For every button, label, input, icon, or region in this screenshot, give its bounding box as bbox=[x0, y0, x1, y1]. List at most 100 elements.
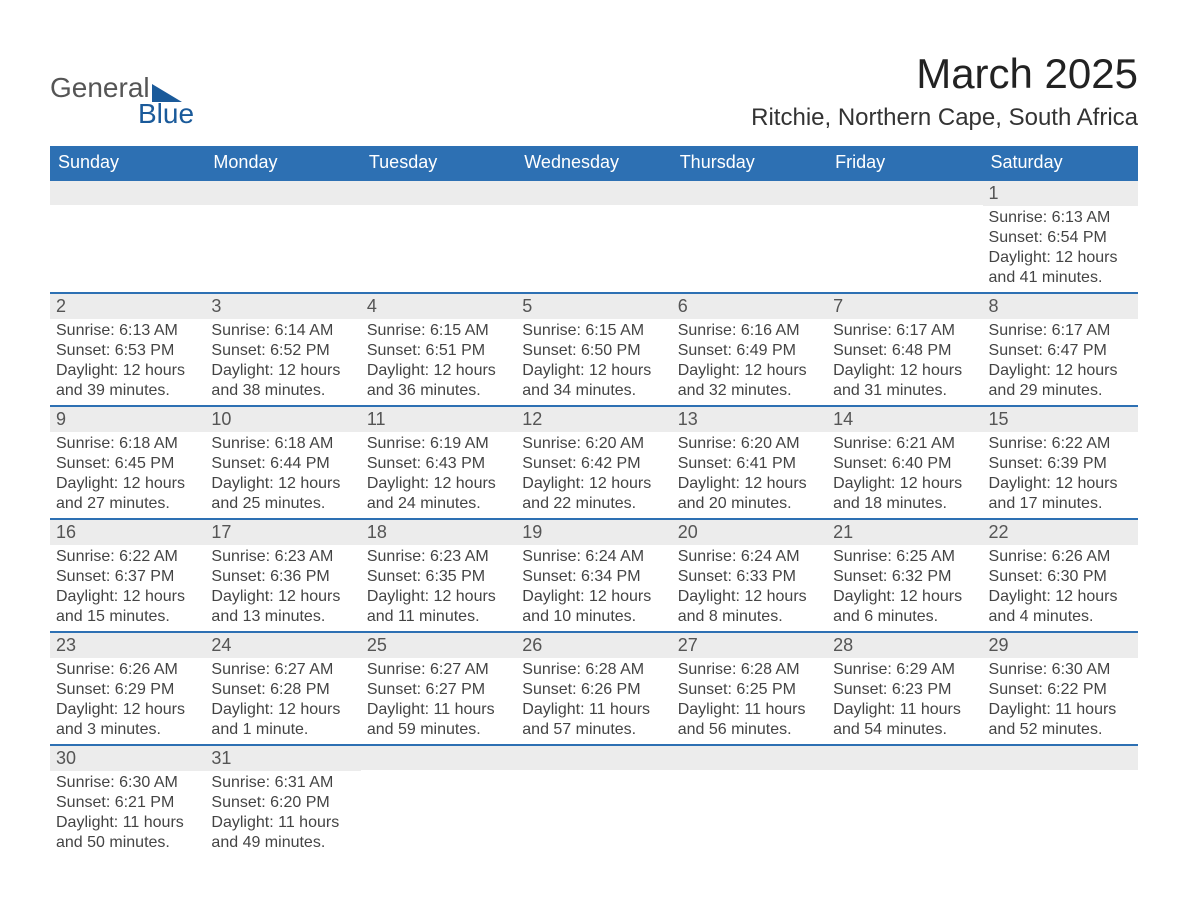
calendar-head: SundayMondayTuesdayWednesdayThursdayFrid… bbox=[50, 146, 1138, 180]
day-details: Sunrise: 6:18 AMSunset: 6:45 PMDaylight:… bbox=[50, 432, 205, 518]
calendar-cell: 2Sunrise: 6:13 AMSunset: 6:53 PMDaylight… bbox=[50, 293, 205, 406]
day-number bbox=[827, 746, 982, 770]
day-details: Sunrise: 6:17 AMSunset: 6:48 PMDaylight:… bbox=[827, 319, 982, 405]
day-of-week-header: Sunday bbox=[50, 146, 205, 180]
day-number: 9 bbox=[50, 407, 205, 432]
sunrise-text: Sunrise: 6:15 AM bbox=[367, 321, 510, 341]
sunrise-text: Sunrise: 6:27 AM bbox=[211, 660, 354, 680]
sunrise-text: Sunrise: 6:13 AM bbox=[56, 321, 199, 341]
day-number: 25 bbox=[361, 633, 516, 658]
sunset-text: Sunset: 6:32 PM bbox=[833, 567, 976, 587]
sunset-text: Sunset: 6:23 PM bbox=[833, 680, 976, 700]
day-details: Sunrise: 6:15 AMSunset: 6:50 PMDaylight:… bbox=[516, 319, 671, 405]
calendar-week-row: 1Sunrise: 6:13 AMSunset: 6:54 PMDaylight… bbox=[50, 180, 1138, 293]
day-details bbox=[672, 770, 827, 790]
day-details bbox=[983, 770, 1138, 790]
daylight-text: Daylight: 12 hours and 17 minutes. bbox=[989, 474, 1132, 514]
header: General Blue March 2025 Ritchie, Norther… bbox=[50, 50, 1138, 132]
day-details: Sunrise: 6:29 AMSunset: 6:23 PMDaylight:… bbox=[827, 658, 982, 744]
daylight-text: Daylight: 11 hours and 59 minutes. bbox=[367, 700, 510, 740]
sunset-text: Sunset: 6:30 PM bbox=[989, 567, 1132, 587]
sunset-text: Sunset: 6:29 PM bbox=[56, 680, 199, 700]
calendar-cell: 17Sunrise: 6:23 AMSunset: 6:36 PMDayligh… bbox=[205, 519, 360, 632]
day-details: Sunrise: 6:14 AMSunset: 6:52 PMDaylight:… bbox=[205, 319, 360, 405]
sunrise-text: Sunrise: 6:17 AM bbox=[833, 321, 976, 341]
day-details: Sunrise: 6:26 AMSunset: 6:29 PMDaylight:… bbox=[50, 658, 205, 744]
day-number: 5 bbox=[516, 294, 671, 319]
calendar-cell: 23Sunrise: 6:26 AMSunset: 6:29 PMDayligh… bbox=[50, 632, 205, 745]
sunrise-text: Sunrise: 6:18 AM bbox=[56, 434, 199, 454]
daylight-text: Daylight: 12 hours and 6 minutes. bbox=[833, 587, 976, 627]
calendar-cell: 30Sunrise: 6:30 AMSunset: 6:21 PMDayligh… bbox=[50, 745, 205, 857]
day-number bbox=[361, 181, 516, 205]
calendar-cell bbox=[827, 745, 982, 857]
sunrise-text: Sunrise: 6:27 AM bbox=[367, 660, 510, 680]
calendar-cell: 18Sunrise: 6:23 AMSunset: 6:35 PMDayligh… bbox=[361, 519, 516, 632]
sunrise-text: Sunrise: 6:24 AM bbox=[522, 547, 665, 567]
day-details: Sunrise: 6:30 AMSunset: 6:21 PMDaylight:… bbox=[50, 771, 205, 857]
day-number: 10 bbox=[205, 407, 360, 432]
day-details: Sunrise: 6:31 AMSunset: 6:20 PMDaylight:… bbox=[205, 771, 360, 857]
day-details: Sunrise: 6:27 AMSunset: 6:28 PMDaylight:… bbox=[205, 658, 360, 744]
calendar-cell: 4Sunrise: 6:15 AMSunset: 6:51 PMDaylight… bbox=[361, 293, 516, 406]
day-number: 19 bbox=[516, 520, 671, 545]
daylight-text: Daylight: 11 hours and 50 minutes. bbox=[56, 813, 199, 853]
day-number bbox=[516, 746, 671, 770]
day-number: 13 bbox=[672, 407, 827, 432]
calendar-cell: 20Sunrise: 6:24 AMSunset: 6:33 PMDayligh… bbox=[672, 519, 827, 632]
sunset-text: Sunset: 6:45 PM bbox=[56, 454, 199, 474]
calendar-week-row: 30Sunrise: 6:30 AMSunset: 6:21 PMDayligh… bbox=[50, 745, 1138, 857]
day-details: Sunrise: 6:30 AMSunset: 6:22 PMDaylight:… bbox=[983, 658, 1138, 744]
day-details: Sunrise: 6:17 AMSunset: 6:47 PMDaylight:… bbox=[983, 319, 1138, 405]
day-details bbox=[672, 205, 827, 225]
day-details: Sunrise: 6:24 AMSunset: 6:34 PMDaylight:… bbox=[516, 545, 671, 631]
calendar-cell: 3Sunrise: 6:14 AMSunset: 6:52 PMDaylight… bbox=[205, 293, 360, 406]
calendar-cell: 8Sunrise: 6:17 AMSunset: 6:47 PMDaylight… bbox=[983, 293, 1138, 406]
day-details bbox=[827, 205, 982, 225]
sunset-text: Sunset: 6:48 PM bbox=[833, 341, 976, 361]
calendar-cell: 16Sunrise: 6:22 AMSunset: 6:37 PMDayligh… bbox=[50, 519, 205, 632]
daylight-text: Daylight: 12 hours and 24 minutes. bbox=[367, 474, 510, 514]
calendar-cell: 10Sunrise: 6:18 AMSunset: 6:44 PMDayligh… bbox=[205, 406, 360, 519]
daylight-text: Daylight: 12 hours and 22 minutes. bbox=[522, 474, 665, 514]
daylight-text: Daylight: 12 hours and 15 minutes. bbox=[56, 587, 199, 627]
daylight-text: Daylight: 11 hours and 56 minutes. bbox=[678, 700, 821, 740]
sunset-text: Sunset: 6:49 PM bbox=[678, 341, 821, 361]
day-number: 8 bbox=[983, 294, 1138, 319]
daylight-text: Daylight: 12 hours and 11 minutes. bbox=[367, 587, 510, 627]
sunrise-text: Sunrise: 6:26 AM bbox=[56, 660, 199, 680]
day-number: 11 bbox=[361, 407, 516, 432]
day-number bbox=[672, 746, 827, 770]
daylight-text: Daylight: 11 hours and 54 minutes. bbox=[833, 700, 976, 740]
calendar-cell: 5Sunrise: 6:15 AMSunset: 6:50 PMDaylight… bbox=[516, 293, 671, 406]
calendar-cell: 22Sunrise: 6:26 AMSunset: 6:30 PMDayligh… bbox=[983, 519, 1138, 632]
sunrise-text: Sunrise: 6:18 AM bbox=[211, 434, 354, 454]
sunset-text: Sunset: 6:28 PM bbox=[211, 680, 354, 700]
daylight-text: Daylight: 12 hours and 8 minutes. bbox=[678, 587, 821, 627]
calendar-week-row: 9Sunrise: 6:18 AMSunset: 6:45 PMDaylight… bbox=[50, 406, 1138, 519]
day-of-week-header: Thursday bbox=[672, 146, 827, 180]
day-details: Sunrise: 6:22 AMSunset: 6:39 PMDaylight:… bbox=[983, 432, 1138, 518]
day-details bbox=[827, 770, 982, 790]
day-number: 28 bbox=[827, 633, 982, 658]
day-details: Sunrise: 6:27 AMSunset: 6:27 PMDaylight:… bbox=[361, 658, 516, 744]
day-number bbox=[361, 746, 516, 770]
sunset-text: Sunset: 6:50 PM bbox=[522, 341, 665, 361]
day-details bbox=[516, 770, 671, 790]
day-number: 31 bbox=[205, 746, 360, 771]
title-block: March 2025 Ritchie, Northern Cape, South… bbox=[751, 50, 1138, 132]
day-details: Sunrise: 6:22 AMSunset: 6:37 PMDaylight:… bbox=[50, 545, 205, 631]
sunset-text: Sunset: 6:43 PM bbox=[367, 454, 510, 474]
daylight-text: Daylight: 12 hours and 3 minutes. bbox=[56, 700, 199, 740]
day-details: Sunrise: 6:23 AMSunset: 6:35 PMDaylight:… bbox=[361, 545, 516, 631]
sunrise-text: Sunrise: 6:17 AM bbox=[989, 321, 1132, 341]
sunset-text: Sunset: 6:34 PM bbox=[522, 567, 665, 587]
daylight-text: Daylight: 12 hours and 4 minutes. bbox=[989, 587, 1132, 627]
sunset-text: Sunset: 6:41 PM bbox=[678, 454, 821, 474]
daylight-text: Daylight: 12 hours and 31 minutes. bbox=[833, 361, 976, 401]
daylight-text: Daylight: 12 hours and 18 minutes. bbox=[833, 474, 976, 514]
sunrise-text: Sunrise: 6:24 AM bbox=[678, 547, 821, 567]
day-number bbox=[827, 181, 982, 205]
calendar-cell bbox=[50, 180, 205, 293]
calendar-cell: 31Sunrise: 6:31 AMSunset: 6:20 PMDayligh… bbox=[205, 745, 360, 857]
